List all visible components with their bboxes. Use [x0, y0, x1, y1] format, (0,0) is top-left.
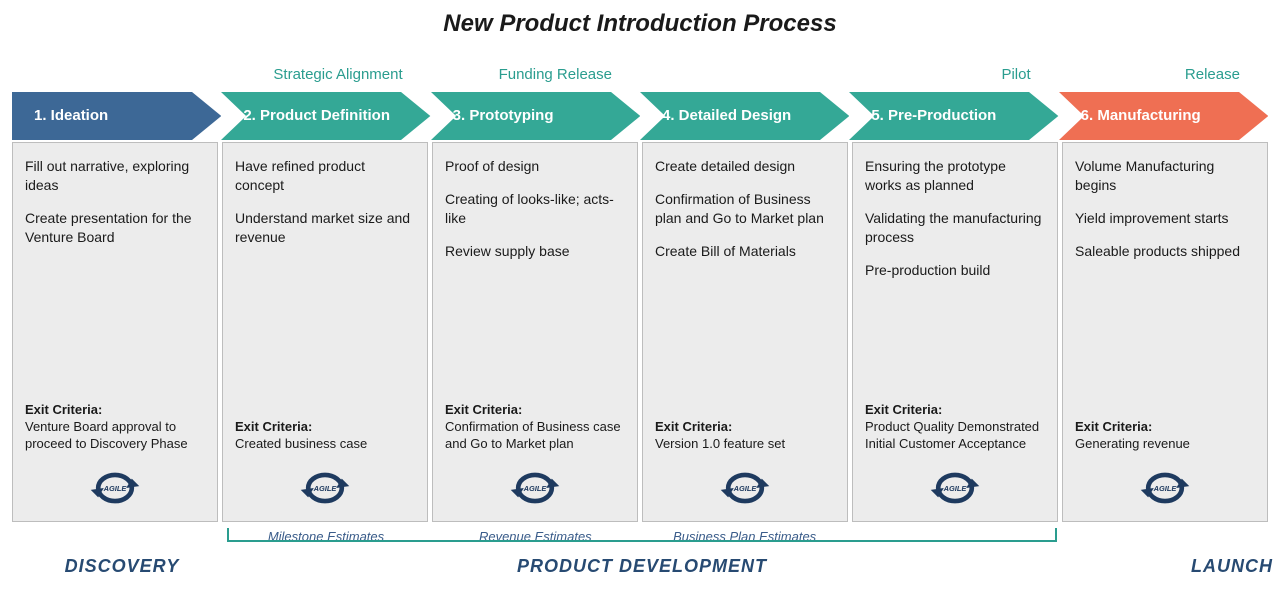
exit-criteria-label: Exit Criteria:: [25, 402, 205, 419]
stage-header: 6. Manufacturing: [1081, 92, 1231, 140]
stage-card: Volume Manufactur­ing begins Yield improv…: [1062, 142, 1268, 522]
stage-body-item: Understand market size and revenue: [235, 209, 415, 247]
below-slot: [1059, 528, 1268, 548]
gate-label: Funding Release: [499, 66, 612, 83]
stage-body: Ensuring the prototype works as planned V…: [865, 157, 1045, 293]
stage-body: Proof of design Creating of looks-like; a…: [445, 157, 625, 275]
gate-label: Release: [1185, 66, 1240, 83]
stage-body-item: Create detailed design: [655, 157, 835, 176]
stage-body-item: Saleable products shipped: [1075, 242, 1255, 261]
gate-slot: Release: [1059, 66, 1268, 88]
stage-card: Fill out narrative, exploring ideas Creat…: [12, 142, 218, 522]
stage-header: 2. Product Definition: [243, 92, 420, 140]
svg-text:AGILE: AGILE: [1153, 484, 1178, 493]
gate-slot: Pilot: [849, 66, 1058, 88]
stage-body: Create detailed design Confirmation of Bu…: [655, 157, 835, 275]
stage-header: 3. Prototyping: [453, 92, 584, 140]
stage-body: Have refined product concept Understand m…: [235, 157, 415, 261]
exit-criteria-text: Venture Board approval to proceed to Dis…: [25, 419, 188, 451]
cards-row: Fill out narrative, exploring ideas Creat…: [12, 142, 1268, 522]
stage-body: Fill out narrative, exploring ideas Creat…: [25, 157, 205, 261]
stage-body-item: Fill out narrative, exploring ideas: [25, 157, 205, 195]
exit-criteria-text: Created business case: [235, 436, 367, 451]
exit-criteria-label: Exit Criteria:: [235, 419, 415, 436]
stage-arrow: 3. Prototyping: [431, 92, 640, 140]
stage-card: Proof of design Creating of looks-like; a…: [432, 142, 638, 522]
exit-criteria-text: Product Quality Demonstrated Initial Cus…: [865, 419, 1039, 451]
stage-body-item: Yield improvement starts: [1075, 209, 1255, 228]
stage-header: 4. Detailed Design: [662, 92, 821, 140]
stage-body-item: Pre-production build: [865, 261, 1045, 280]
stage-body-item: Have refined product concept: [235, 157, 415, 195]
below-slot: [12, 528, 221, 548]
stage-header: 5. Pre-Production: [871, 92, 1026, 140]
gate-slot: [640, 66, 849, 88]
stage-body-item: Confirmation of Business plan and Go to …: [655, 190, 835, 228]
phase-label: LAUNCH: [1187, 556, 1277, 577]
stage-body-item: Validating the manufacturing pro­cess: [865, 209, 1045, 247]
stage-card: Ensuring the prototype works as planned V…: [852, 142, 1058, 522]
arrows-row: 1. Ideation 2. Product Definition 3. Proto…: [12, 92, 1268, 140]
exit-criteria-text: Confirmation of Business case and Go to …: [445, 419, 621, 451]
exit-criteria-text: Version 1.0 feature set: [655, 436, 785, 451]
stage-card: Create detailed design Confirmation of Bu…: [642, 142, 848, 522]
stage-arrow: 1. Ideation: [12, 92, 221, 140]
agile-cycle-icon: AGILE: [297, 465, 353, 511]
stage-body-item: Creating of looks-like; acts-like: [445, 190, 625, 228]
stage-arrow: 2. Product Definition: [221, 92, 430, 140]
exit-criteria-label: Exit Criteria:: [655, 419, 835, 436]
agile-cycle-icon: AGILE: [927, 465, 983, 511]
stage-body-item: Review supply base: [445, 242, 625, 261]
exit-criteria-label: Exit Criteria:: [445, 402, 625, 419]
phase-bracket: [227, 528, 1057, 542]
phase-label: DISCOVERY: [32, 556, 212, 577]
stage-arrow: 6. Manufacturing: [1059, 92, 1268, 140]
agile-cycle-icon: AGILE: [717, 465, 773, 511]
phase-label: PRODUCT DEVELOPMENT: [227, 556, 1057, 577]
gates-row: Strategic Alignment Funding Release Pilot R…: [12, 66, 1268, 88]
exit-criteria-text: Generating revenue: [1075, 436, 1190, 451]
gate-label: Pilot: [1001, 66, 1030, 83]
stage-body: Volume Manufactur­ing begins Yield improv…: [1075, 157, 1255, 275]
gate-slot: Strategic Alignment: [221, 66, 430, 88]
stage-body-item: Create Bill of Materi­als: [655, 242, 835, 261]
svg-text:AGILE: AGILE: [523, 484, 548, 493]
svg-text:AGILE: AGILE: [943, 484, 968, 493]
stage-card: Have refined product concept Understand m…: [222, 142, 428, 522]
agile-cycle-icon: AGILE: [87, 465, 143, 511]
svg-text:AGILE: AGILE: [103, 484, 128, 493]
agile-cycle-icon: AGILE: [1137, 465, 1193, 511]
gate-slot: Funding Release: [431, 66, 640, 88]
stage-body-item: Ensuring the prototype works as planned: [865, 157, 1045, 195]
gate-label: Strategic Alignment: [273, 66, 402, 83]
exit-criteria-label: Exit Criteria:: [865, 402, 1045, 419]
agile-cycle-icon: AGILE: [507, 465, 563, 511]
phase-row: DISCOVERYPRODUCT DEVELOPMENTLAUNCH: [12, 552, 1268, 584]
stage-arrow: 4. Detailed Design: [640, 92, 849, 140]
stage-body-item: Create presentation for the Venture Boar…: [25, 209, 205, 247]
exit-criteria-label: Exit Criteria:: [1075, 419, 1255, 436]
stage-arrow: 5. Pre-Production: [849, 92, 1058, 140]
gate-slot: [12, 66, 221, 88]
stage-header: 1. Ideation: [34, 92, 138, 140]
page-title: New Product Introduction Process: [12, 10, 1268, 38]
svg-text:AGILE: AGILE: [313, 484, 338, 493]
stage-body-item: Volume Manufactur­ing begins: [1075, 157, 1255, 195]
svg-text:AGILE: AGILE: [733, 484, 758, 493]
stage-body-item: Proof of design: [445, 157, 625, 176]
